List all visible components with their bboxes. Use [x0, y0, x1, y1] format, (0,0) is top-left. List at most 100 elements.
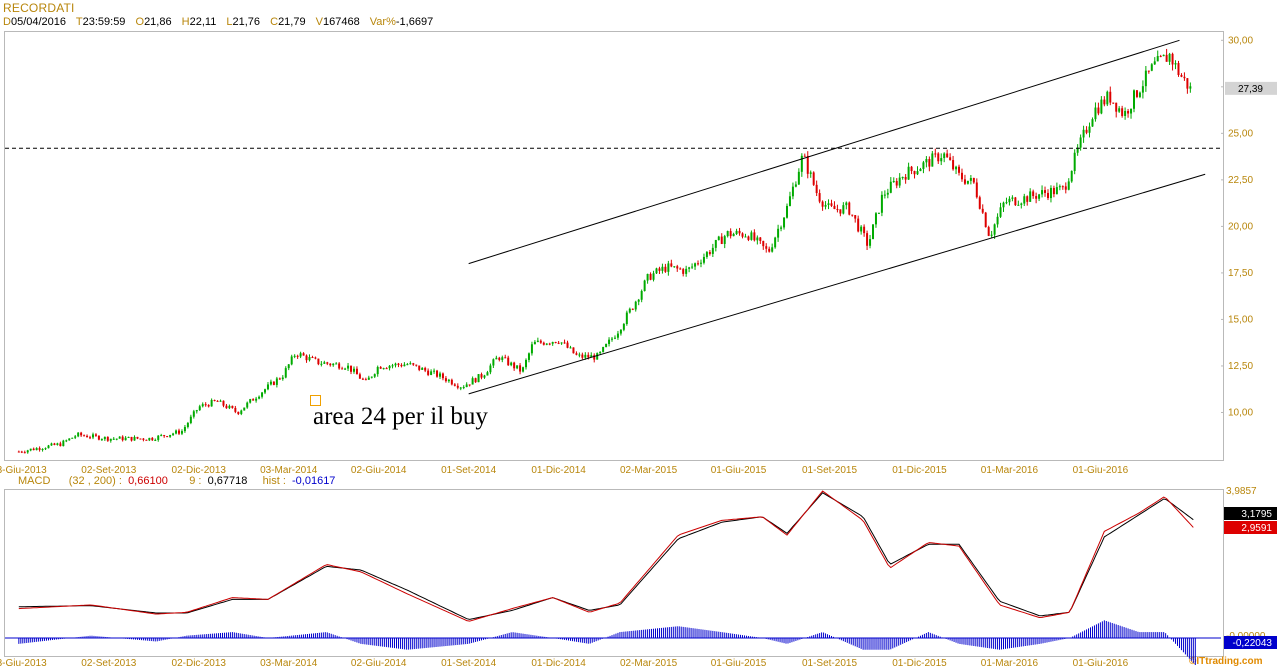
candle-body: [364, 379, 367, 381]
candle-body: [127, 436, 130, 438]
candle-body: [981, 208, 984, 213]
candle-body: [320, 363, 323, 365]
candle-body: [261, 392, 264, 397]
candle-body: [596, 353, 599, 360]
candle-body: [106, 436, 109, 441]
candle-body: [453, 384, 456, 386]
candle-body: [498, 357, 501, 360]
candle-body: [584, 354, 587, 358]
candle-body: [438, 373, 441, 377]
candle-body: [907, 166, 910, 180]
candle-body: [590, 355, 593, 358]
candle-body: [189, 416, 192, 423]
candle-body: [382, 368, 385, 370]
candle-body: [682, 269, 685, 274]
candle-body: [857, 218, 860, 232]
candle-body: [572, 347, 575, 354]
candle-body: [1055, 187, 1058, 195]
candle-body: [195, 410, 198, 412]
candle-body: [456, 385, 459, 388]
candle-body: [812, 172, 815, 185]
candle-body: [234, 407, 237, 412]
x-tick-label: 01-Mar-2016: [981, 658, 1039, 668]
candle-body: [1091, 119, 1094, 127]
candle-body: [430, 371, 433, 375]
candle-body: [711, 247, 714, 254]
candle-body: [611, 338, 614, 340]
candle-body: [661, 266, 664, 271]
candle-body: [471, 378, 474, 385]
candle-body: [889, 181, 892, 193]
price-panel[interactable]: [4, 31, 1224, 461]
candle-body: [842, 205, 845, 214]
signal-line: [18, 492, 1194, 620]
candle-body: [228, 405, 231, 409]
candle-body: [1115, 102, 1118, 112]
candle-body: [522, 367, 525, 372]
candle-body: [41, 449, 44, 451]
candle-body: [898, 177, 901, 186]
var-value: -1,6697: [395, 16, 434, 28]
field-key: L: [226, 16, 233, 28]
candle-body: [166, 436, 169, 438]
candle-body: [311, 357, 314, 359]
candle-body: [869, 239, 872, 246]
candle-body: [62, 440, 65, 447]
candle-body: [204, 404, 207, 406]
candle-body: [373, 374, 376, 377]
candle-body: [771, 247, 774, 252]
candle-body: [1026, 196, 1029, 202]
candle-body: [866, 233, 869, 246]
candle-body: [990, 234, 993, 236]
candle-body: [352, 368, 355, 372]
candle-body: [74, 436, 77, 438]
candle-body: [575, 353, 578, 355]
candle-body: [599, 351, 602, 354]
candle-body: [308, 357, 311, 361]
candle-body: [427, 370, 430, 375]
candle-body: [691, 266, 694, 268]
candle-body: [723, 236, 726, 244]
macd-label: MACD: [18, 475, 51, 487]
candle-body: [1150, 64, 1153, 71]
candle-body: [385, 368, 388, 370]
candle-body: [444, 378, 447, 382]
field-key: T: [75, 16, 83, 28]
candle-body: [593, 355, 596, 360]
macd-y-tick-label: 3,9857: [1226, 486, 1257, 497]
macd-panel[interactable]: [4, 489, 1224, 657]
candle-body: [130, 436, 133, 441]
candle-body: [23, 452, 26, 454]
candle-body: [20, 451, 23, 453]
candle-body: [17, 451, 20, 453]
candle-body: [388, 365, 391, 369]
candle-body: [216, 400, 219, 402]
close-value: 21,79: [278, 16, 306, 28]
candle-body: [744, 236, 747, 238]
candle-body: [1109, 91, 1112, 103]
ohlc-readout: D05/04/2016 T23:59:59 O21,86 H22,11 L21,…: [3, 16, 440, 28]
candle-body: [937, 153, 940, 162]
candle-body: [726, 231, 729, 237]
candle-body: [1008, 198, 1011, 203]
candle-body: [643, 280, 646, 291]
x-tick-label: 02-Mar-2015: [620, 465, 678, 476]
candle-body: [958, 166, 961, 173]
macd-value-label: 3,1795: [1241, 509, 1272, 520]
candle-body: [160, 435, 163, 437]
candle-body: [83, 435, 86, 437]
candle-body: [963, 179, 966, 184]
candle-body: [53, 443, 56, 445]
candle-body: [275, 378, 278, 385]
candle-body: [821, 201, 824, 207]
candle-body: [797, 171, 800, 185]
candle-body: [391, 365, 394, 367]
x-tick-label: 01-Set-2015: [802, 658, 857, 668]
candle-body: [877, 212, 880, 214]
y-tick-label: 10,00: [1228, 407, 1253, 418]
field-key: O: [135, 16, 145, 28]
volume-value: 167468: [323, 16, 360, 28]
candle-body: [880, 194, 883, 213]
y-tick-label: 15,00: [1228, 314, 1253, 325]
candle-body: [222, 400, 225, 406]
